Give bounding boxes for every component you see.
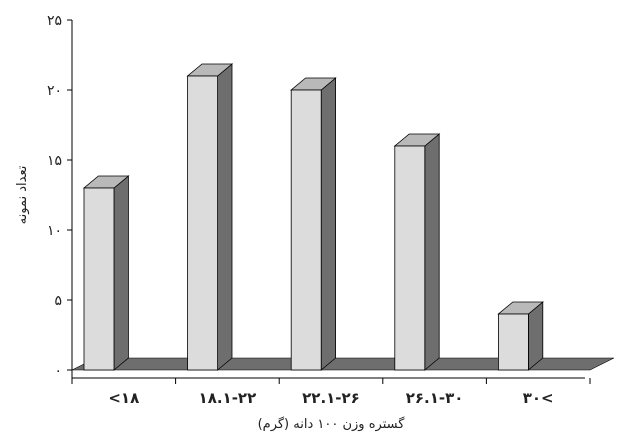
- y-tick-label: ۰: [54, 363, 62, 379]
- x-tick-label: ۱۸.۱-۲۲: [199, 389, 257, 407]
- bar: [497, 313, 529, 371]
- x-tick-label: ۲۲.۱-۲۶: [302, 389, 360, 407]
- y-tick-label: ۲۵: [47, 13, 62, 29]
- bar: [394, 145, 426, 371]
- y-tick-label: ۵: [54, 293, 62, 309]
- bar: [290, 89, 322, 371]
- x-tick-label: ۲۶.۱-۳۰: [406, 389, 464, 407]
- x-axis-title: گستره وزن ۱۰۰ دانه (گرم): [258, 416, 406, 432]
- bar-side: [424, 133, 440, 371]
- x-tick-label: <۱۸: [108, 389, 139, 407]
- y-axis-title: تعداد نمونه: [15, 165, 30, 224]
- y-tick-label: ۲۰: [47, 83, 62, 99]
- bar-side: [320, 77, 337, 371]
- y-tick-label: ۱۰: [47, 223, 62, 239]
- x-tick-label: ۳۰<: [523, 389, 554, 407]
- bar: [187, 75, 219, 371]
- bar: [83, 187, 115, 371]
- y-tick-label: ۱۵: [47, 153, 62, 169]
- bar-side: [217, 63, 233, 371]
- bar-side: [113, 175, 129, 371]
